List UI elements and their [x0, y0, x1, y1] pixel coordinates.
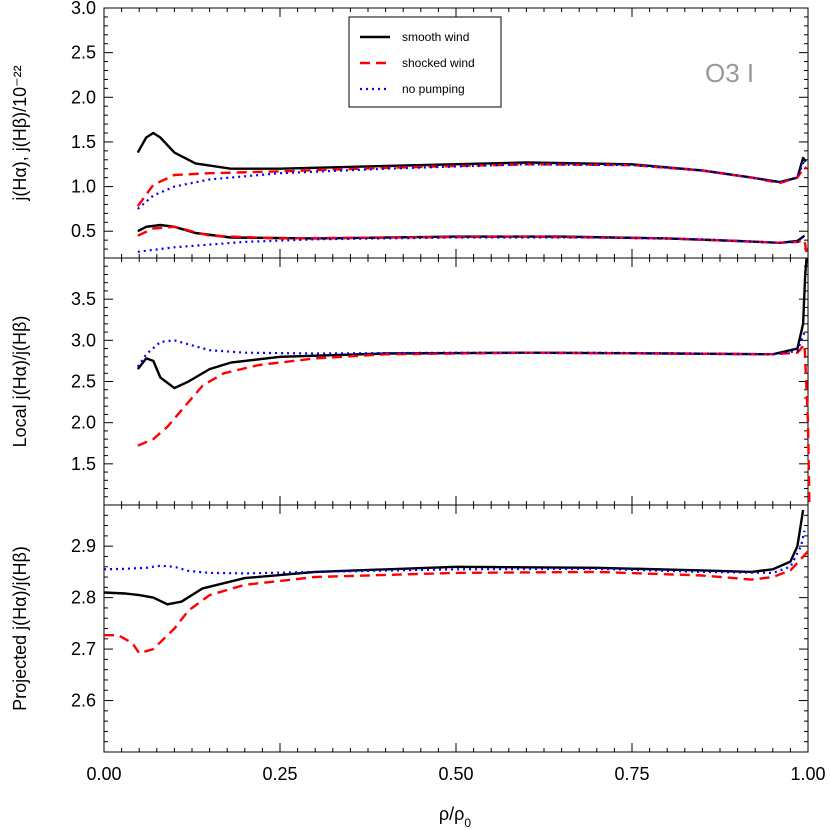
y-tick-label: 2.5 [71, 372, 96, 392]
series-line-shocked-wind [137, 343, 811, 505]
y-tick-label: 3.5 [71, 289, 96, 309]
panel-frame [103, 504, 809, 753]
x-tick-label: 1.00 [790, 764, 825, 784]
legend-label: shocked wind [402, 56, 475, 70]
x-axis-label: ρ/ρ0 [439, 804, 471, 830]
series-line-shocked-wind [136, 163, 808, 207]
y-tick-label: 1.5 [71, 132, 96, 152]
legend-label: smooth wind [402, 30, 469, 44]
series-line-smooth-wind [136, 258, 808, 390]
series-line-smooth-wind [104, 509, 805, 606]
series-line-no-pumping [137, 234, 806, 253]
y-tick-label: 3.0 [71, 0, 96, 18]
series-line-smooth-wind [136, 131, 807, 184]
x-axis: 0.00 0.25 0.50 0.75 1.00 [86, 764, 825, 784]
series-line-smooth-wind [137, 223, 806, 245]
y-tick-label: 2.0 [71, 87, 96, 107]
legend-box [348, 16, 502, 108]
y-axis-label: j(Hα), j(Hβ)/10⁻²² [10, 65, 30, 201]
x-tick-label: 0.50 [438, 764, 473, 784]
y-tick-label: 1.0 [71, 177, 96, 197]
panel-top: 0.5 1.0 1.5 2.0 2.5 3.0 j(Hα), j(Hβ)/10⁻²² [10, 0, 809, 259]
y-tick-label: 3.0 [71, 330, 96, 350]
y-tick-label: 0.5 [71, 221, 96, 241]
x-tick-label: 0.25 [262, 764, 297, 784]
series-line-shocked-wind [104, 550, 809, 655]
y-tick-label: 2.6 [71, 691, 96, 711]
chart-panels: 0.5 1.0 1.5 2.0 2.5 3.0 j(Hα), j(Hβ)/10⁻²² 1.5 2… [10, 0, 811, 753]
y-tick-label: 2.7 [71, 639, 96, 659]
y-tick-label: 2.0 [71, 413, 96, 433]
legend: smooth wind shocked wind no pumping [348, 16, 502, 108]
y-axis-label: Projected j(Hα)/j(Hβ) [10, 546, 30, 711]
annotation-label: O3 I [705, 58, 754, 88]
panel-middle: 1.5 2.0 2.5 3.0 3.5 Local j(Hα)/j(Hβ) [10, 257, 811, 506]
series-line-no-pumping [104, 530, 806, 575]
y-tick-label: 2.9 [71, 536, 96, 556]
legend-label: no pumping [402, 82, 465, 96]
panel-bottom: 2.6 2.7 2.8 2.9 Projected j(Hα)/j(Hβ) [10, 504, 809, 753]
x-tick-label: 0.00 [86, 764, 121, 784]
y-axis-label: Local j(Hα)/j(Hβ) [10, 316, 30, 448]
y-tick-label: 1.5 [71, 454, 96, 474]
series-line-no-pumping [136, 331, 806, 368]
series-line-shocked-wind [137, 225, 809, 258]
y-tick-label: 2.5 [71, 43, 96, 63]
y-tick-label: 2.8 [71, 588, 96, 608]
series-line-no-pumping [137, 159, 806, 210]
x-tick-label: 0.75 [614, 764, 649, 784]
